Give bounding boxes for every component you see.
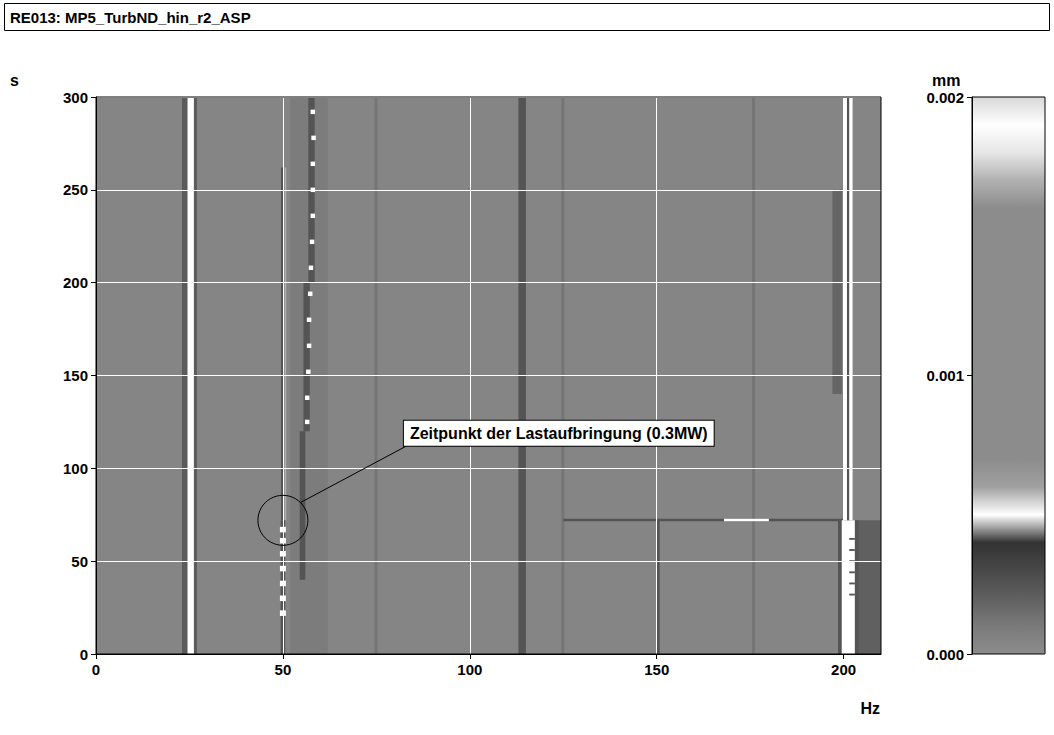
svg-text:250: 250 — [63, 181, 88, 198]
svg-text:mm: mm — [932, 72, 960, 89]
svg-text:0: 0 — [92, 661, 100, 678]
svg-text:50: 50 — [71, 553, 88, 570]
svg-text:s: s — [10, 72, 19, 89]
svg-text:0.002: 0.002 — [926, 89, 964, 106]
svg-text:100: 100 — [63, 460, 88, 477]
svg-text:Zeitpunkt der Lastaufbringung: Zeitpunkt der Lastaufbringung (0.3MW) — [410, 425, 708, 442]
svg-text:150: 150 — [63, 367, 88, 384]
svg-text:RE013: MP5_TurbND_hin_r2_ASP: RE013: MP5_TurbND_hin_r2_ASP — [10, 9, 251, 26]
svg-text:Hz: Hz — [860, 700, 880, 717]
svg-text:0.001: 0.001 — [926, 367, 964, 384]
svg-text:0.000: 0.000 — [926, 646, 964, 663]
svg-text:300: 300 — [63, 89, 88, 106]
svg-text:200: 200 — [63, 274, 88, 291]
svg-text:200: 200 — [831, 661, 856, 678]
svg-text:50: 50 — [275, 661, 292, 678]
svg-text:150: 150 — [644, 661, 669, 678]
svg-text:100: 100 — [457, 661, 482, 678]
svg-text:0: 0 — [80, 646, 88, 663]
